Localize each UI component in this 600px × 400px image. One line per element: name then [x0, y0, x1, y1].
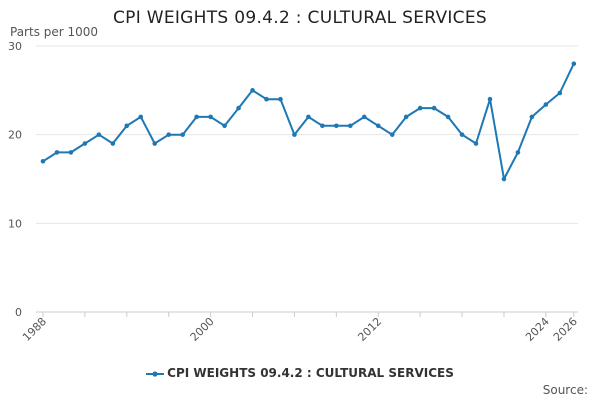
- data-point-2003: [250, 88, 255, 93]
- y-axis-unit-label: Parts per 1000: [10, 25, 99, 39]
- data-point-1990: [68, 150, 74, 155]
- data-point-2015: [417, 105, 423, 111]
- data-point-1992: [96, 132, 102, 137]
- data-point-2018: [459, 132, 465, 137]
- data-point-2024: [543, 102, 549, 107]
- data-point-2011: [361, 114, 367, 120]
- legend[interactable]: CPI WEIGHTS 09.4.2 : CULTURAL SERVICES: [0, 366, 600, 380]
- data-point-2009: [334, 123, 339, 129]
- data-point-1991: [82, 141, 88, 146]
- y-tick-label-20: 20: [8, 129, 22, 142]
- data-point-2004: [264, 96, 269, 102]
- x-tick-label-2012: 2012: [355, 315, 384, 344]
- source-label: Source:: [542, 383, 588, 397]
- data-point-2026: [571, 61, 577, 67]
- grid-lines: [36, 45, 578, 224]
- data-point-2023: [529, 114, 535, 120]
- series-layer: [40, 61, 577, 182]
- data-point-1994: [124, 123, 130, 129]
- data-point-2002: [236, 105, 241, 111]
- data-point-1999: [194, 114, 199, 120]
- data-point-2007: [306, 114, 311, 120]
- chart-title: CPI WEIGHTS 09.4.2 : CULTURAL SERVICES: [112, 8, 487, 28]
- y-tick-label-0: 0: [15, 306, 22, 319]
- y-tick-label-10: 10: [8, 217, 22, 230]
- data-point-2016: [431, 105, 437, 111]
- data-point-1993: [110, 141, 116, 146]
- data-point-2014: [403, 114, 409, 120]
- data-point-2013: [389, 132, 395, 137]
- data-point-2021: [501, 176, 507, 182]
- data-point-1997: [166, 132, 172, 137]
- legend-line-marker-icon: [146, 370, 165, 377]
- data-point-2008: [320, 123, 325, 129]
- data-point-1995: [138, 114, 144, 120]
- data-point-1989: [54, 150, 60, 155]
- data-point-2017: [445, 114, 451, 120]
- data-point-2010: [348, 123, 353, 129]
- x-tick-label-2000: 2000: [188, 315, 217, 344]
- data-point-2006: [292, 132, 297, 137]
- data-point-2005: [278, 96, 283, 102]
- data-point-2022: [515, 150, 521, 155]
- y-axis-ticks: 0 10 20 30: [8, 40, 22, 319]
- data-point-2019: [473, 141, 479, 146]
- data-point-2001: [222, 123, 227, 129]
- y-tick-label-30: 30: [8, 40, 22, 53]
- data-point-1998: [180, 132, 185, 137]
- x-tick-label-1988: 1988: [20, 315, 49, 344]
- data-point-2025: [557, 90, 563, 96]
- data-point-1988: [40, 158, 46, 164]
- series-line-0: [42, 63, 575, 180]
- data-point-2000: [208, 114, 213, 120]
- data-point-2020: [487, 96, 493, 102]
- x-tick-label-2026: 2026: [551, 315, 580, 344]
- data-point-1996: [152, 141, 158, 146]
- data-point-2012: [375, 123, 381, 129]
- x-tick-label-2024: 2024: [523, 315, 552, 344]
- legend-label: CPI WEIGHTS 09.4.2 : CULTURAL SERVICES: [167, 366, 454, 380]
